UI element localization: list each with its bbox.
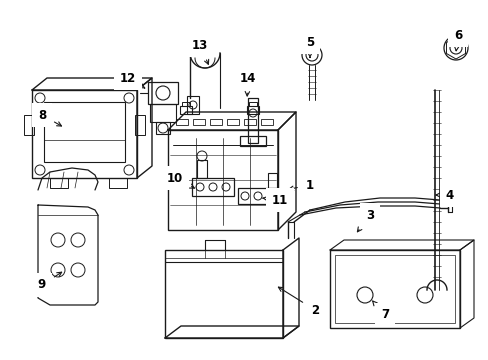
Text: 8: 8 <box>38 108 61 126</box>
Text: 3: 3 <box>357 208 373 232</box>
Bar <box>226 119 239 125</box>
Bar <box>248 102 257 106</box>
Bar <box>238 188 278 204</box>
Bar <box>109 178 127 188</box>
Text: 13: 13 <box>191 39 208 64</box>
Bar <box>148 82 178 104</box>
Bar <box>180 106 192 114</box>
Bar <box>261 119 272 125</box>
Bar <box>267 173 276 188</box>
Bar <box>32 90 137 178</box>
Text: 1: 1 <box>288 179 313 192</box>
Bar <box>197 160 206 178</box>
Bar <box>240 136 265 146</box>
Bar <box>244 119 256 125</box>
Text: 10: 10 <box>166 171 194 188</box>
Text: 12: 12 <box>120 72 144 88</box>
Bar <box>150 104 176 122</box>
Text: 7: 7 <box>372 301 388 321</box>
Text: 4: 4 <box>435 189 453 202</box>
Text: 2: 2 <box>278 287 318 316</box>
Bar <box>44 102 125 162</box>
Bar <box>182 102 190 106</box>
Bar <box>193 119 204 125</box>
Bar <box>247 98 258 143</box>
Bar <box>50 178 68 188</box>
Bar <box>24 115 34 135</box>
Bar <box>329 250 459 328</box>
Bar <box>164 250 283 338</box>
Text: 5: 5 <box>305 36 313 57</box>
Bar <box>246 106 259 114</box>
Bar <box>186 96 199 114</box>
Bar <box>192 178 234 196</box>
Text: 11: 11 <box>263 194 287 207</box>
Text: 6: 6 <box>453 28 461 51</box>
Bar <box>176 119 187 125</box>
Text: 9: 9 <box>38 272 61 292</box>
Bar <box>156 122 170 134</box>
Bar <box>209 119 222 125</box>
Bar <box>168 130 278 230</box>
Bar <box>334 255 454 323</box>
Bar <box>135 115 145 135</box>
Text: 14: 14 <box>239 72 256 96</box>
